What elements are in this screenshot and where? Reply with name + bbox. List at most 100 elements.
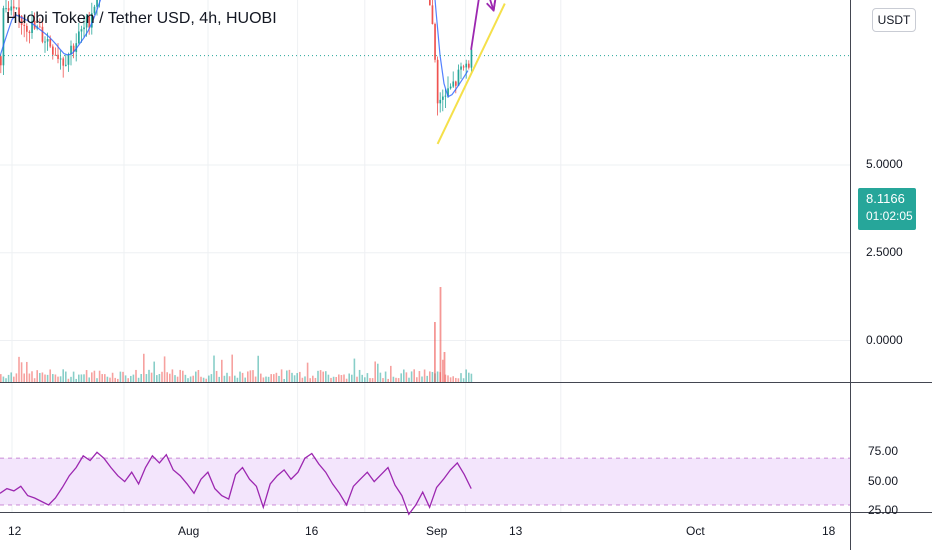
candle-body <box>91 13 93 28</box>
volume-bar <box>36 370 38 382</box>
candle-body <box>447 88 449 96</box>
price-tick-label: 5.0000 <box>866 157 903 171</box>
volume-bar <box>257 355 259 382</box>
candle-body <box>83 27 85 30</box>
volume-bar <box>413 369 415 382</box>
volume-bar <box>470 373 473 382</box>
volume-bar <box>416 377 418 382</box>
volume-bar <box>15 373 18 382</box>
triangle-lower-line <box>436 3 506 145</box>
volume-bar <box>293 375 296 382</box>
volume-bar <box>452 376 454 382</box>
volume-bar <box>98 370 101 382</box>
volume-bar <box>387 378 389 382</box>
time-tick-label: 13 <box>509 524 523 538</box>
volume-bar <box>348 373 350 382</box>
volume-bar <box>145 374 148 382</box>
volume-bar <box>335 376 337 382</box>
volume-bar <box>306 362 309 382</box>
volume-bar <box>93 370 96 382</box>
candle-body <box>93 6 96 14</box>
candle-body <box>429 0 431 6</box>
volume-bar <box>418 371 421 382</box>
volume-bar <box>442 359 444 382</box>
volume-bar <box>13 376 15 382</box>
candle-body <box>31 20 33 34</box>
volume-bar <box>67 378 70 382</box>
volume-bar <box>236 377 239 382</box>
projection-segment <box>470 0 480 51</box>
volume-bar <box>124 375 127 382</box>
volume-bar <box>444 374 447 382</box>
candle-body <box>2 8 5 66</box>
volume-bar <box>72 371 75 382</box>
volume-bar <box>265 376 267 382</box>
volume-bar <box>101 374 103 382</box>
volume-bar <box>384 371 387 382</box>
volume-bar <box>247 371 249 382</box>
volume-bar <box>91 372 93 382</box>
volume-bar <box>304 376 306 382</box>
time-tick-label: 18 <box>822 524 836 538</box>
volume-bar <box>176 376 179 382</box>
candle-body <box>7 8 10 11</box>
volume-bar <box>59 376 62 382</box>
volume-bar <box>234 375 236 382</box>
volume-bar <box>299 371 301 382</box>
volume-bar <box>426 375 428 382</box>
volume-bar <box>317 370 319 382</box>
time-tick-label: 16 <box>305 524 319 538</box>
volume-bar <box>7 374 10 382</box>
time-tick-label: Aug <box>178 524 200 538</box>
candle-body <box>0 56 2 66</box>
volume-bar <box>54 374 57 382</box>
volume-bar <box>20 362 23 382</box>
candle-body <box>44 41 46 43</box>
volume-bar <box>374 361 376 382</box>
volume-bar <box>10 372 12 382</box>
volume-bar <box>114 377 116 382</box>
volume-bar <box>275 372 278 382</box>
volume-bar <box>213 355 215 382</box>
volume-spike <box>443 352 446 382</box>
volume-bar <box>455 377 457 382</box>
volume-bar <box>319 370 322 382</box>
volume-bar <box>75 378 77 382</box>
volume-bar <box>249 370 252 382</box>
volume-bar <box>239 371 241 382</box>
volume-bar <box>340 375 343 382</box>
volume-bar <box>31 371 33 382</box>
candle-body <box>18 7 20 16</box>
candle-body <box>457 69 460 86</box>
volume-bar <box>57 376 59 382</box>
volume-bar <box>408 377 410 382</box>
volume-bar <box>150 372 153 382</box>
candle-body <box>62 58 65 66</box>
volume-bar <box>343 374 345 382</box>
currency-button[interactable]: USDT <box>872 8 916 32</box>
rsi-tick-label: 50.00 <box>868 473 899 488</box>
volume-bar <box>465 369 467 382</box>
volume-bar <box>260 373 262 382</box>
volume-bar <box>122 371 124 382</box>
volume-bar <box>403 369 405 382</box>
volume-bar <box>5 378 7 382</box>
volume-bar <box>392 376 395 382</box>
volume-bar <box>23 373 25 382</box>
volume-bar <box>130 375 132 382</box>
volume-bar <box>0 374 2 382</box>
volume-bar <box>148 369 150 382</box>
volume-bar <box>241 372 244 382</box>
candle-body <box>80 29 83 32</box>
volume-bar <box>184 374 187 382</box>
volume-bar <box>361 374 363 382</box>
volume-bar <box>273 374 275 382</box>
volume-bar <box>405 372 408 382</box>
chart-title: Huobi Token / Tether USD, 4h, HUOBI <box>6 10 277 27</box>
volume-bar <box>158 373 161 382</box>
volume-bar <box>314 377 317 382</box>
volume-bar <box>366 373 369 382</box>
volume-bar <box>228 376 231 382</box>
volume-bar <box>364 377 366 382</box>
